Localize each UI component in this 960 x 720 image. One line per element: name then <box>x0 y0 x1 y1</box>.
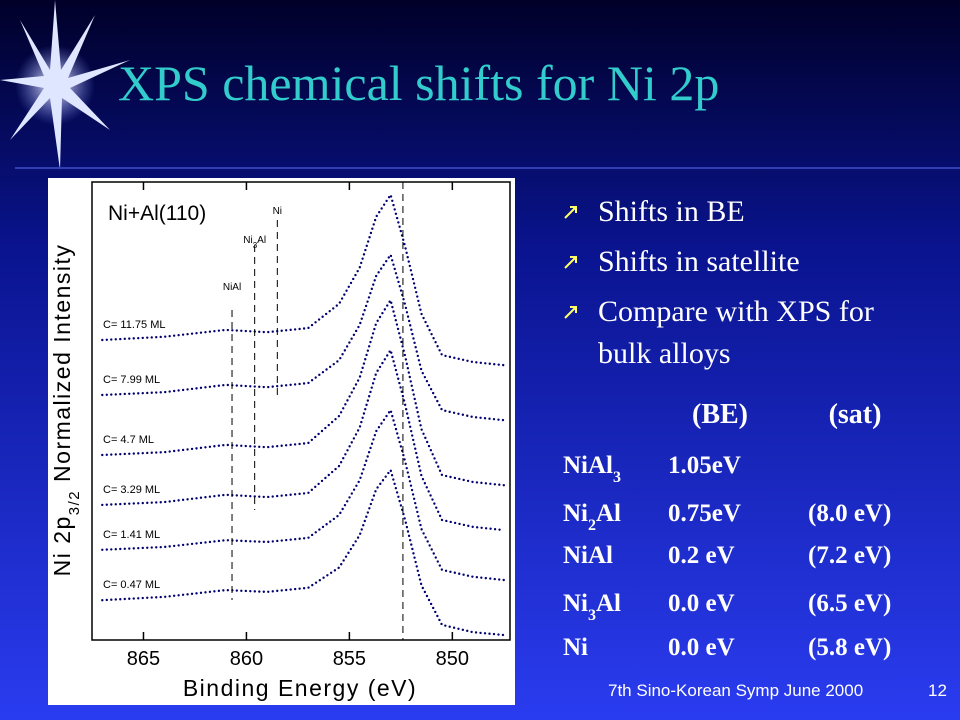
x-tick-label: 860 <box>230 648 263 670</box>
row-be: 0.75eV <box>668 500 741 527</box>
series-label: C= 11.75 ML <box>103 319 165 331</box>
row-name-part: Ni <box>563 500 588 527</box>
series-label: C= 7.99 ML <box>103 374 160 386</box>
row-name: Ni3Al <box>563 590 621 624</box>
row-name: Ni2Al <box>563 500 621 534</box>
spectrum <box>101 347 505 532</box>
row-be: 1.05eV <box>668 452 741 479</box>
x-tick-label: 865 <box>127 648 160 670</box>
x-tick-label: 855 <box>333 648 366 670</box>
row-be: 0.0 eV <box>668 590 735 617</box>
row-name-part: 3 <box>588 607 596 624</box>
bullet-arrow <box>564 306 577 319</box>
reference-label: Ni3Al <box>243 235 266 250</box>
reference-label: NiAl <box>223 282 241 293</box>
table-header: (sat) <box>829 399 882 430</box>
spectrum <box>101 252 505 422</box>
row-sat: (8.0 eV) <box>808 500 891 527</box>
reference-label-part: Ni <box>273 206 282 217</box>
row-sat: (6.5 eV) <box>808 590 891 617</box>
star-decoration <box>0 0 130 170</box>
row-name-part: Ni <box>563 634 588 661</box>
spectrum <box>101 297 505 487</box>
reference-label-part: 3 <box>253 241 258 250</box>
reference-label-part: Al <box>257 235 266 246</box>
slide-title: XPS chemical shifts for Ni 2p <box>118 55 719 111</box>
y-axis-label: Ni 2p3/2 Normalized Intensity <box>49 244 83 577</box>
row-sat: (7.2 eV) <box>808 542 891 569</box>
bullet-text: Shifts in satellite <box>598 245 800 278</box>
chart-title: Ni+Al(110) <box>108 202 206 225</box>
bullet-line: Compare with XPS for <box>598 295 874 328</box>
y-axis-label-part: Normalized Intensity <box>49 244 75 490</box>
row-name-part: Al <box>596 590 621 617</box>
footer: 7th Sino-Korean Symp June 2000 <box>608 681 863 700</box>
table-header: (BE) <box>692 399 748 430</box>
row-name-part: Al <box>596 500 621 527</box>
reference-label-part: NiAl <box>223 282 241 293</box>
bullet-arrow <box>564 256 577 269</box>
bullet-text: Shifts in BE <box>598 195 745 228</box>
row-sat: (5.8 eV) <box>808 634 891 661</box>
bullet-arrow <box>564 206 577 219</box>
page-number: 12 <box>928 681 947 700</box>
figure-panel <box>48 178 515 705</box>
row-name: Ni <box>563 634 588 661</box>
spectrum <box>101 407 505 582</box>
y-axis-label-part: Ni 2p <box>49 515 75 576</box>
y-axis-label-part: 3/2 <box>66 490 83 515</box>
series-label: C= 0.47 ML <box>103 579 160 591</box>
row-be: 0.2 eV <box>668 542 735 569</box>
reference-label: Ni <box>273 206 282 217</box>
spectrum <box>101 467 505 637</box>
series-label: C= 4.7 ML <box>103 434 154 446</box>
row-name-part: 2 <box>588 517 596 534</box>
row-name: NiAl3 <box>563 452 621 486</box>
row-name-part: NiAl <box>563 452 613 479</box>
row-be: 0.0 eV <box>668 634 735 661</box>
row-name-part: 3 <box>613 469 621 486</box>
spectrum <box>101 191 505 367</box>
plot-frame <box>91 181 511 641</box>
bullet-text: Compare with XPS for bulk alloys <box>598 295 874 370</box>
row-name: NiAl <box>563 542 613 569</box>
row-name-part: NiAl <box>563 542 613 569</box>
x-axis-label: Binding Energy (eV) <box>183 675 417 701</box>
series-label: C= 1.41 ML <box>103 529 160 541</box>
row-name-part: Ni <box>563 590 588 617</box>
x-tick-label: 850 <box>436 648 469 670</box>
series-label: C= 3.29 ML <box>103 484 160 496</box>
content: Shifts in BE Shifts in satellite Compare w… <box>49 182 947 701</box>
reference-label-part: Ni <box>243 235 252 246</box>
bullet-line: bulk alloys <box>598 337 731 370</box>
